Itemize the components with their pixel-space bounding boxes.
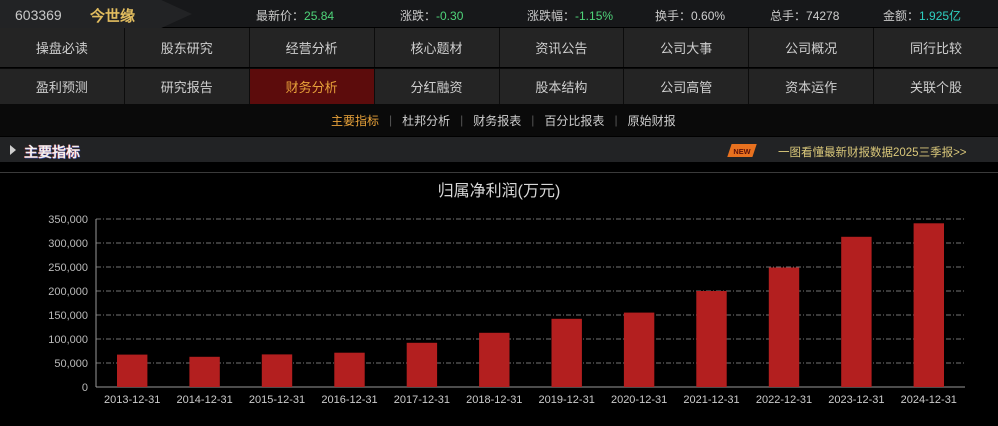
svg-text:50,000: 50,000: [54, 358, 88, 370]
svg-text:200,000: 200,000: [48, 286, 88, 298]
svg-text:300,000: 300,000: [48, 238, 88, 250]
svg-text:NEW: NEW: [733, 147, 750, 156]
svg-text:2017-12-31: 2017-12-31: [394, 394, 450, 406]
svg-text:0: 0: [82, 382, 88, 394]
svg-text:250,000: 250,000: [48, 262, 88, 274]
svg-text:2021-12-31: 2021-12-31: [683, 394, 739, 406]
svg-text:150,000: 150,000: [48, 310, 88, 322]
svg-text:2013-12-31: 2013-12-31: [104, 394, 160, 406]
svg-text:2018-12-31: 2018-12-31: [466, 394, 522, 406]
svg-text:2019-12-31: 2019-12-31: [539, 394, 595, 406]
svg-text:2016-12-31: 2016-12-31: [321, 394, 377, 406]
svg-text:2024-12-31: 2024-12-31: [901, 394, 957, 406]
svg-text:350,000: 350,000: [48, 214, 88, 226]
svg-text:2014-12-31: 2014-12-31: [176, 394, 232, 406]
svg-text:2023-12-31: 2023-12-31: [828, 394, 884, 406]
svg-text:2020-12-31: 2020-12-31: [611, 394, 667, 406]
svg-text:2022-12-31: 2022-12-31: [756, 394, 812, 406]
svg-text:2015-12-31: 2015-12-31: [249, 394, 305, 406]
svg-text:100,000: 100,000: [48, 334, 88, 346]
